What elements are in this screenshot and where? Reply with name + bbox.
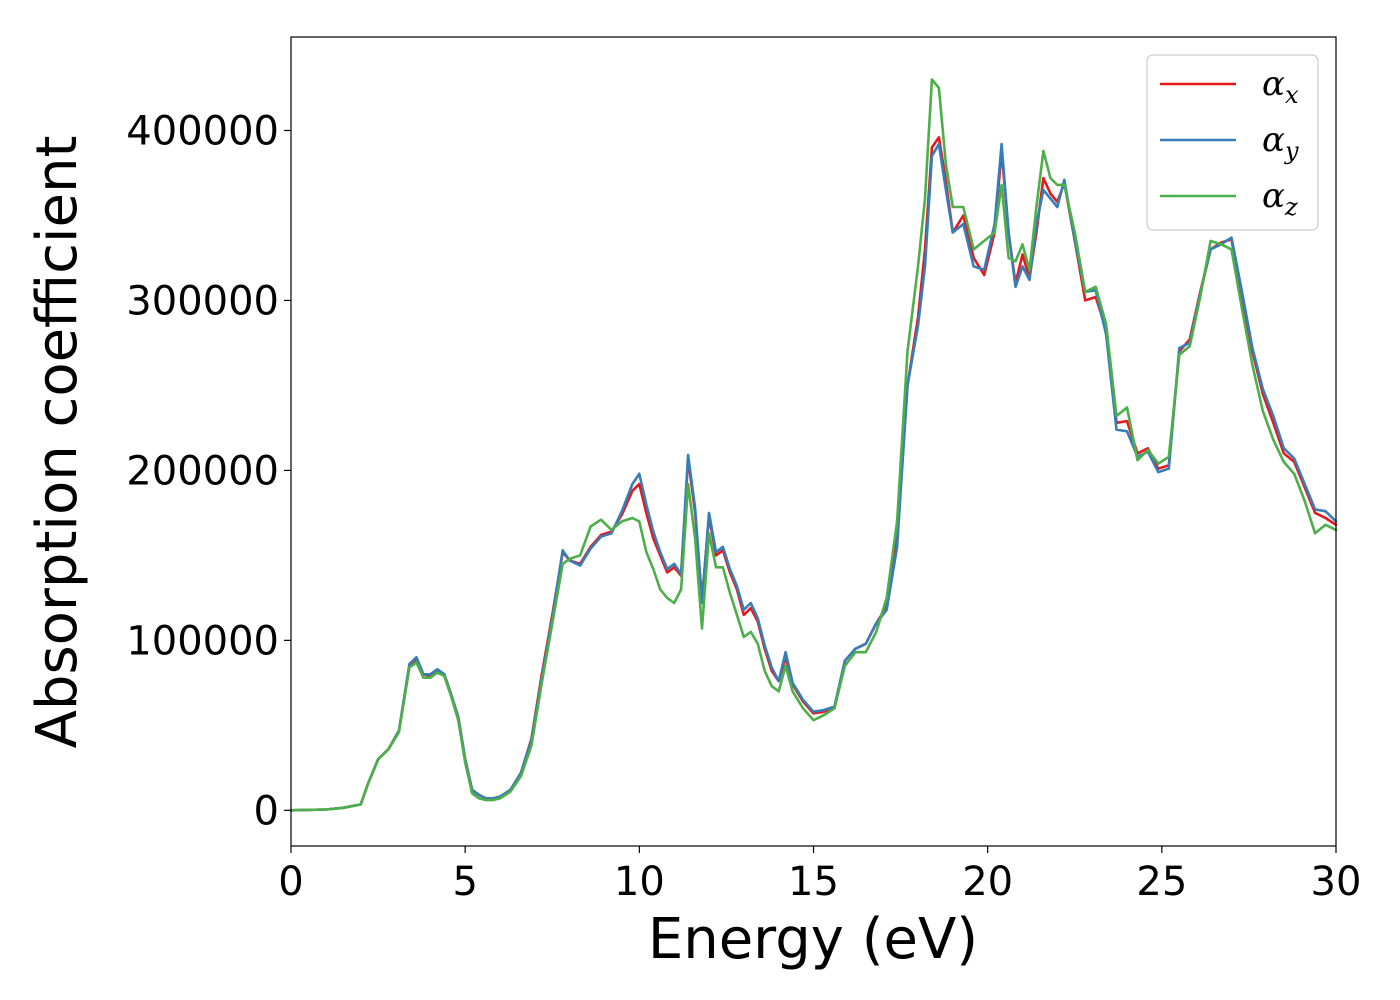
y-tick-label: 300000: [126, 278, 279, 324]
y-tick-label: 100000: [126, 618, 279, 664]
y-axis-title: Absorption coefficient: [25, 136, 90, 749]
series-line-z: [289, 78, 1338, 812]
legend-label-y: αy: [1262, 120, 1299, 165]
y-axis-ticks: 0 100000 200000 300000 400000: [126, 108, 291, 834]
x-tick-label: 5: [452, 859, 477, 905]
series-line-x: [289, 136, 1338, 812]
x-tick-label: 15: [788, 859, 839, 905]
x-tick-label: 20: [962, 859, 1013, 905]
x-axis-ticks: 0 5 10 15 20 25 30: [278, 846, 1361, 905]
x-tick-label: 30: [1311, 859, 1362, 905]
y-tick-label: 400000: [126, 108, 279, 154]
y-tick-label: 0: [254, 788, 279, 834]
x-tick-label: 10: [614, 859, 665, 905]
plot-lines: [289, 78, 1338, 812]
x-tick-label: 25: [1136, 859, 1187, 905]
x-tick-label: 0: [278, 859, 303, 905]
x-axis-title: Energy (eV): [648, 907, 978, 972]
series-line-y: [289, 142, 1338, 812]
y-tick-label: 200000: [126, 448, 279, 494]
legend-label-x: αx: [1262, 64, 1299, 109]
legend-box: [1146, 54, 1319, 231]
